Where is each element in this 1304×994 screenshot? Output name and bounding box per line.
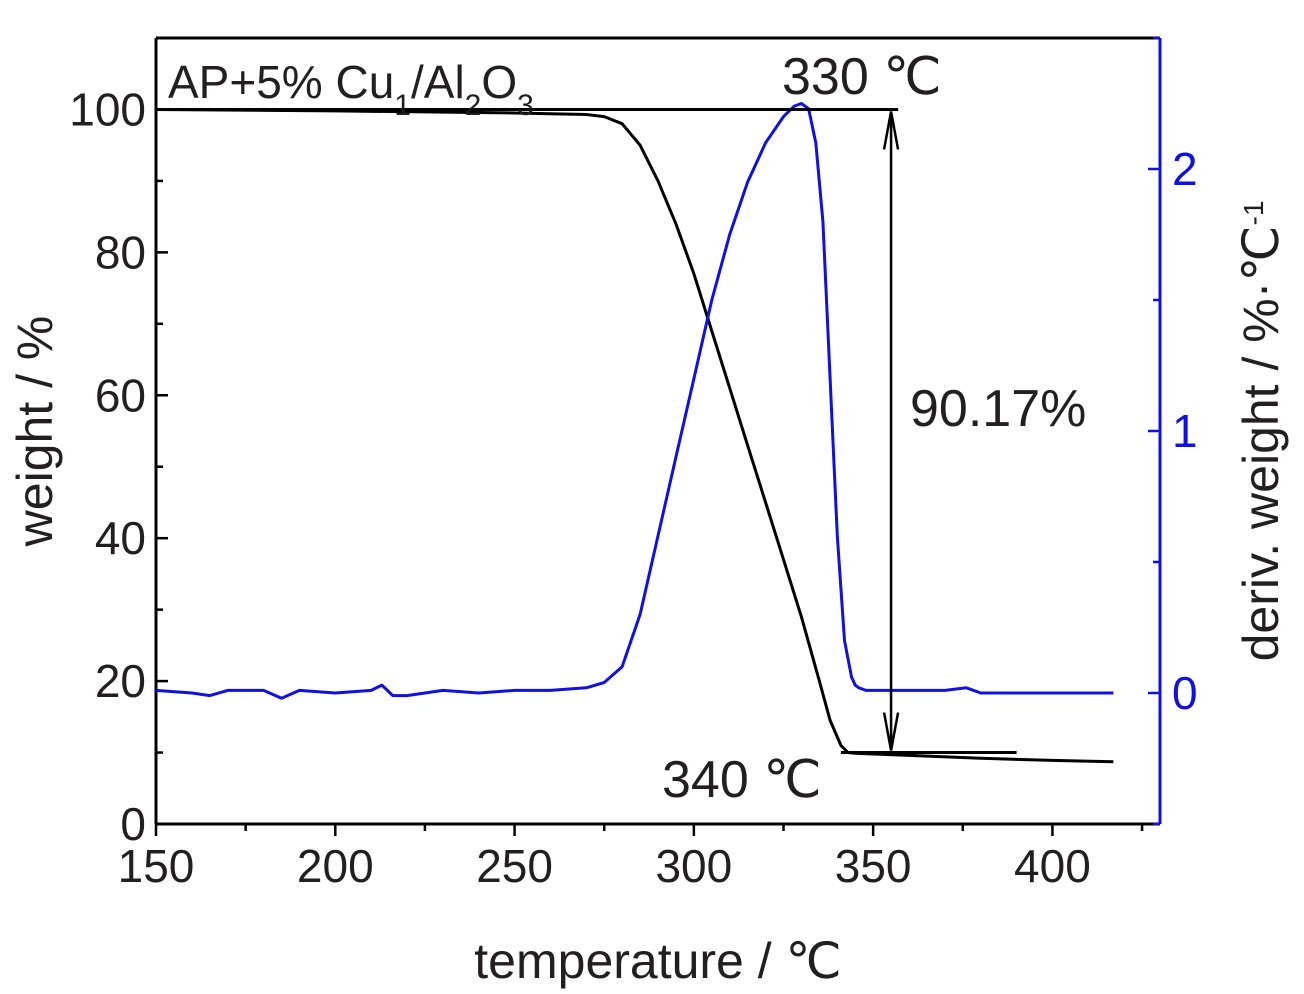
- sample-label: AP+5% Cu1/Al2O3: [168, 56, 534, 122]
- x-tick-label: 400: [1014, 840, 1091, 892]
- x-tick-label: 150: [118, 840, 195, 892]
- x-tick-label: 350: [835, 840, 912, 892]
- sample-label-part: O: [481, 56, 517, 108]
- sample-label-sub: 3: [517, 89, 534, 122]
- x-tick-label: 250: [476, 840, 553, 892]
- x-axis: 150 200 250 300 350 400: [118, 824, 1144, 892]
- weight-loss-arrow-head-down: [882, 712, 900, 751]
- peak-temperature-label: 330 ℃: [782, 48, 942, 106]
- y-axis-left-title: weight / %: [7, 316, 63, 548]
- y-axis-right-title: deriv. weight / %·℃-1: [1233, 201, 1289, 662]
- y-left-tick-label: 60: [95, 369, 146, 421]
- y-axis-right-title-sup: -1: [1238, 201, 1269, 226]
- annotations: [882, 111, 900, 751]
- y-left-tick-label: 0: [120, 798, 146, 850]
- sample-label-part: AP+5% Cu: [168, 56, 394, 108]
- x-tick-label: 300: [655, 840, 732, 892]
- y-left-tick-label: 100: [69, 83, 146, 135]
- y-axis-right: 0 1 2: [1148, 36, 1198, 826]
- y-left-tick-label: 20: [95, 655, 146, 707]
- y-axis-right-title-main: deriv. weight / %·℃: [1233, 225, 1289, 661]
- x-tick-label: 200: [297, 840, 374, 892]
- y-right-tick-label: 1: [1172, 405, 1198, 457]
- end-temperature-label: 340 ℃: [662, 751, 822, 809]
- y-axis-left: 0 20 40 60 80 100: [69, 36, 168, 850]
- sample-label-part: /Al: [411, 56, 465, 108]
- weight-loss-label: 90.17%: [910, 380, 1086, 438]
- y-right-tick-label: 0: [1172, 667, 1198, 719]
- series-group: [155, 102, 1114, 764]
- sample-label-sub: 2: [465, 89, 482, 122]
- y-right-tick-label: 2: [1172, 143, 1198, 195]
- sample-label-sub: 1: [394, 89, 411, 122]
- deriv-weight-curve: [155, 102, 1114, 700]
- y-left-tick-label: 80: [95, 226, 146, 278]
- weight-loss-arrow-head-up: [882, 111, 900, 150]
- x-axis-title: temperature / ℃: [474, 933, 841, 989]
- y-left-tick-label: 40: [95, 512, 146, 564]
